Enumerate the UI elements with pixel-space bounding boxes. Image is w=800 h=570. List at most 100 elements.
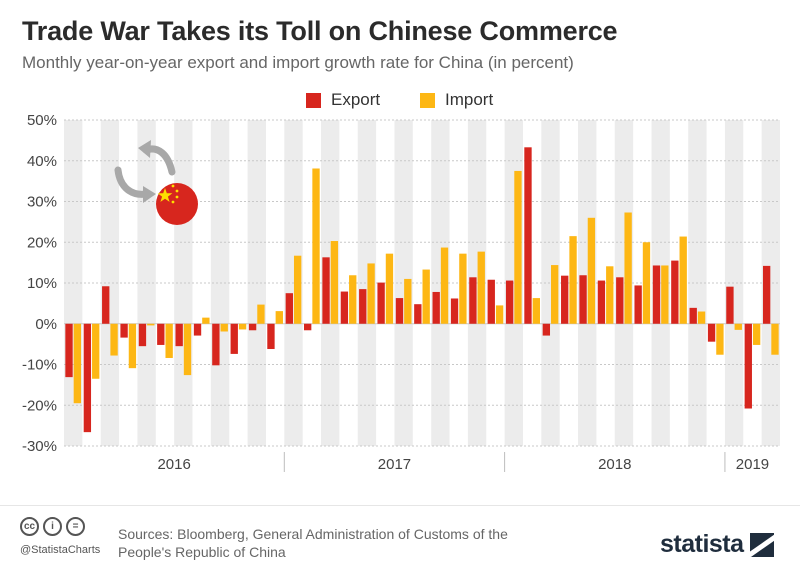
export-bar: [414, 304, 422, 324]
export-bar: [671, 260, 679, 324]
year-label: 2016: [157, 456, 190, 473]
import-bar: [183, 323, 192, 376]
export-bar: [359, 289, 367, 324]
y-tick-label: -30%: [22, 438, 57, 455]
export-bar: [744, 323, 752, 409]
import-bar: [147, 323, 155, 326]
y-tick-label: 10%: [27, 275, 57, 292]
export-bar: [689, 307, 697, 324]
export-bar: [157, 323, 165, 345]
import-bar: [422, 269, 430, 324]
import-bar: [128, 323, 137, 369]
export-bar: [340, 291, 349, 324]
export-bar: [726, 286, 734, 324]
y-axis-ticks: -30% -20% -10% 0% 10% 20% 30% 40% 50%: [22, 112, 57, 455]
import-bar: [367, 263, 375, 324]
export-bar: [579, 275, 587, 324]
import-bar: [110, 323, 118, 356]
export-bar: [175, 323, 183, 347]
export-bar: [450, 298, 459, 324]
import-bar: [312, 168, 320, 324]
export-bar: [212, 323, 220, 366]
export-bar: [432, 291, 440, 324]
import-bar: [440, 247, 449, 324]
legend-label-import: Import: [445, 90, 494, 109]
import-bar: [642, 242, 651, 324]
legend-swatch-export: [306, 92, 321, 108]
export-bar: [83, 323, 92, 433]
export-bar: [377, 282, 385, 324]
export-bar: [395, 298, 404, 324]
import-bar: [514, 170, 522, 324]
import-bar: [495, 305, 504, 324]
bars: [65, 147, 779, 433]
statista-mark-icon: [749, 532, 774, 557]
export-bar: [505, 280, 514, 324]
import-bar: [771, 323, 779, 355]
import-bar: [569, 236, 577, 324]
import-bar: [385, 253, 394, 324]
export-bar: [542, 323, 551, 336]
import-bar: [293, 255, 302, 324]
export-bar: [120, 323, 128, 338]
export-bar: [524, 147, 532, 324]
export-bar: [193, 323, 202, 336]
chart-title: Trade War Takes its Toll on Chinese Comm…: [22, 16, 618, 46]
brand-name: statista: [660, 530, 744, 558]
import-bar: [202, 317, 210, 324]
import-bar: [551, 265, 559, 324]
export-bar: [102, 286, 110, 324]
twitter-handle: @StatistaCharts: [20, 544, 101, 556]
export-bar: [652, 265, 661, 324]
legend-item-import: Import: [420, 90, 493, 110]
import-bar: [697, 311, 706, 324]
export-bar: [597, 280, 606, 324]
import-bar: [532, 298, 540, 324]
month-band: [578, 120, 597, 446]
import-bar: [679, 236, 687, 324]
legend-label-export: Export: [331, 90, 381, 109]
export-bar: [304, 323, 312, 331]
import-bar: [477, 251, 485, 324]
export-bar: [322, 257, 330, 324]
y-tick-label: -10%: [22, 357, 57, 374]
import-bar: [716, 323, 724, 355]
statista-logo[interactable]: statista: [660, 530, 774, 559]
license-icons: cc i =: [20, 517, 85, 536]
import-bar: [661, 265, 669, 324]
year-label: 2017: [378, 456, 411, 473]
import-bar: [275, 311, 283, 324]
export-bar: [267, 323, 275, 350]
import-bar: [404, 278, 412, 324]
source-note: Sources: Bloomberg, General Administrati…: [118, 526, 508, 560]
export-bar: [487, 279, 495, 324]
footer-divider: [0, 505, 800, 506]
gridlines: [64, 119, 780, 447]
y-tick-label: 20%: [27, 234, 57, 251]
import-bar: [92, 323, 100, 379]
import-bar: [330, 241, 339, 324]
legend-item-export: Export: [306, 90, 380, 110]
month-band: [357, 120, 377, 446]
export-bar: [762, 265, 771, 324]
import-bar: [459, 253, 467, 324]
legend: Export Import: [0, 90, 800, 114]
y-tick-label: 50%: [27, 112, 57, 129]
y-tick-label: -20%: [22, 397, 57, 414]
y-tick-label: 40%: [27, 153, 57, 170]
import-bar: [752, 323, 761, 345]
import-bar: [73, 323, 82, 404]
year-label: 2019: [736, 456, 769, 473]
export-bar: [707, 323, 716, 342]
import-bar: [238, 323, 247, 330]
import-bar: [606, 266, 614, 324]
y-tick-label: 30%: [27, 194, 57, 211]
export-bar: [138, 323, 147, 347]
export-bar: [285, 293, 293, 324]
chart-subtitle: Monthly year-on-year export and import g…: [22, 53, 574, 72]
chart-area: -30% -20% -10% 0% 10% 20% 30% 40% 50% 2016 2017 20…: [22, 112, 780, 473]
china-flag-icon: [114, 140, 198, 225]
export-bar: [561, 275, 569, 324]
y-tick-label: 0%: [35, 316, 57, 333]
month-band: [761, 120, 780, 446]
